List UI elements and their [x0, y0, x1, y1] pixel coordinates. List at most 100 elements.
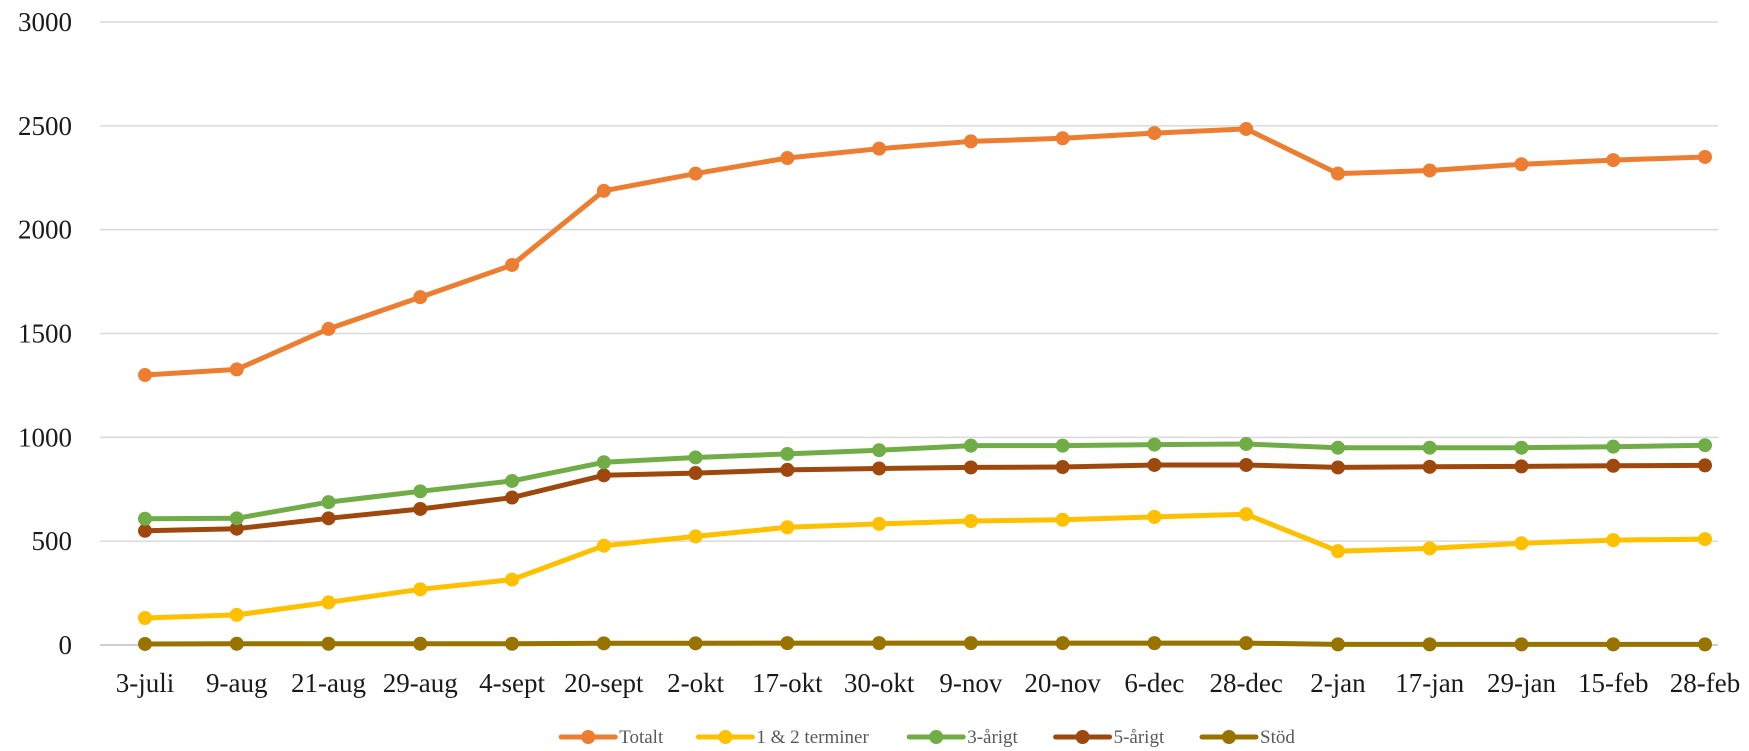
data-point: [1330, 637, 1345, 652]
x-tick-label: 6-dec: [1124, 668, 1184, 698]
data-point: [688, 466, 703, 481]
gridlines: [100, 21, 1718, 646]
data-point: [1239, 121, 1254, 136]
data-point: [1147, 457, 1162, 472]
data-point: [1055, 438, 1070, 453]
data-point: [1514, 459, 1529, 474]
data-point: [1055, 131, 1070, 146]
legend-swatch-marker: [581, 730, 596, 744]
legend-label: 3-årigt: [967, 727, 1018, 748]
legend-item-2: 3-årigt: [906, 727, 1019, 748]
data-point: [963, 460, 978, 475]
data-point: [596, 183, 611, 198]
x-tick-label: 9-aug: [206, 668, 267, 698]
data-point: [229, 636, 244, 651]
data-point: [1239, 457, 1254, 472]
data-point: [1422, 163, 1437, 178]
data-point: [505, 572, 520, 587]
legend-label: 1 & 2 terminer: [756, 727, 869, 748]
data-point: [1514, 637, 1529, 652]
data-point: [505, 257, 520, 272]
legend-label: Totalt: [619, 727, 664, 748]
y-tick-label: 2000: [18, 215, 72, 245]
series-line: [142, 126, 1708, 378]
x-axis-tick-labels: 3-juli 9-aug 21-aug 29-aug 4-sept 20-sept 2-ok…: [116, 668, 1740, 698]
data-point: [1514, 157, 1529, 172]
legend-item-1: 1 & 2 terminer: [695, 727, 869, 748]
data-point: [413, 501, 428, 516]
data-point: [229, 607, 244, 622]
x-tick-label: 17-okt: [752, 668, 823, 698]
x-tick-label: 3-juli: [116, 668, 175, 698]
x-tick-label: 15-feb: [1578, 668, 1648, 698]
data-point: [1698, 637, 1712, 652]
x-tick-label: 29-jan: [1487, 668, 1556, 698]
data-point: [1422, 541, 1437, 556]
series-3: [138, 457, 1712, 538]
legend-label: Stöd: [1260, 727, 1295, 748]
data-point: [321, 595, 336, 610]
x-tick-label: 20-nov: [1024, 668, 1101, 698]
series-4: [138, 636, 1712, 652]
x-tick-label: 17-jan: [1395, 668, 1464, 698]
y-tick-label: 1000: [18, 422, 72, 452]
series-1: [138, 507, 1712, 626]
data-point: [1239, 636, 1254, 651]
data-point: [596, 538, 611, 553]
data-point: [1055, 636, 1070, 651]
y-tick-label: 2500: [18, 111, 72, 141]
data-point: [1147, 636, 1162, 651]
data-point: [1239, 507, 1254, 522]
legend-swatch-marker: [1222, 730, 1236, 744]
y-tick-label: 1500: [18, 319, 72, 349]
y-tick-label: 0: [59, 630, 73, 660]
data-point: [1606, 637, 1621, 652]
x-tick-label: 28-dec: [1209, 668, 1282, 698]
data-point: [688, 166, 703, 181]
data-point: [229, 362, 244, 377]
data-point: [321, 511, 336, 526]
data-point: [1514, 536, 1529, 551]
data-point: [505, 490, 520, 505]
series-line: [142, 640, 1708, 647]
data-point: [1330, 440, 1345, 455]
legend-item-4: Stöd: [1199, 727, 1295, 748]
series-line: [142, 511, 1708, 621]
x-tick-label: 4-sept: [479, 668, 545, 698]
x-tick-label: 20-sept: [564, 668, 644, 698]
data-point: [229, 511, 244, 526]
data-point: [780, 462, 795, 477]
data-point: [963, 134, 978, 149]
data-point: [872, 141, 887, 156]
data-point: [872, 636, 887, 651]
data-point: [963, 636, 978, 651]
data-point: [688, 636, 703, 651]
data-point: [413, 582, 428, 597]
x-tick-label: 21-aug: [291, 668, 366, 698]
y-axis-tick-labels: 0 500 1000 1500 2000 2500 3000: [18, 7, 72, 660]
data-point: [596, 468, 611, 483]
data-point: [229, 521, 244, 536]
legend-item-3: 5-årigt: [1053, 727, 1165, 748]
x-tick-label: 2-okt: [667, 668, 724, 698]
data-point: [596, 636, 611, 651]
series-2: [138, 436, 1712, 526]
data-point: [505, 636, 520, 651]
data-point: [1514, 440, 1529, 455]
legend-label: 5-årigt: [1114, 727, 1165, 748]
series-0: [138, 121, 1712, 383]
data-point: [1606, 153, 1621, 168]
data-point: [1606, 439, 1621, 454]
data-point: [1055, 460, 1070, 475]
data-point: [1147, 126, 1162, 141]
x-tick-label: 2-jan: [1310, 668, 1366, 698]
data-point: [688, 450, 703, 465]
x-tick-label: 29-aug: [383, 668, 458, 698]
y-tick-label: 500: [32, 526, 73, 556]
data-point: [1422, 459, 1437, 474]
data-point: [1239, 436, 1254, 451]
legend-swatch-marker: [929, 730, 944, 744]
legend-swatch-marker: [718, 730, 733, 744]
data-point: [321, 321, 336, 336]
